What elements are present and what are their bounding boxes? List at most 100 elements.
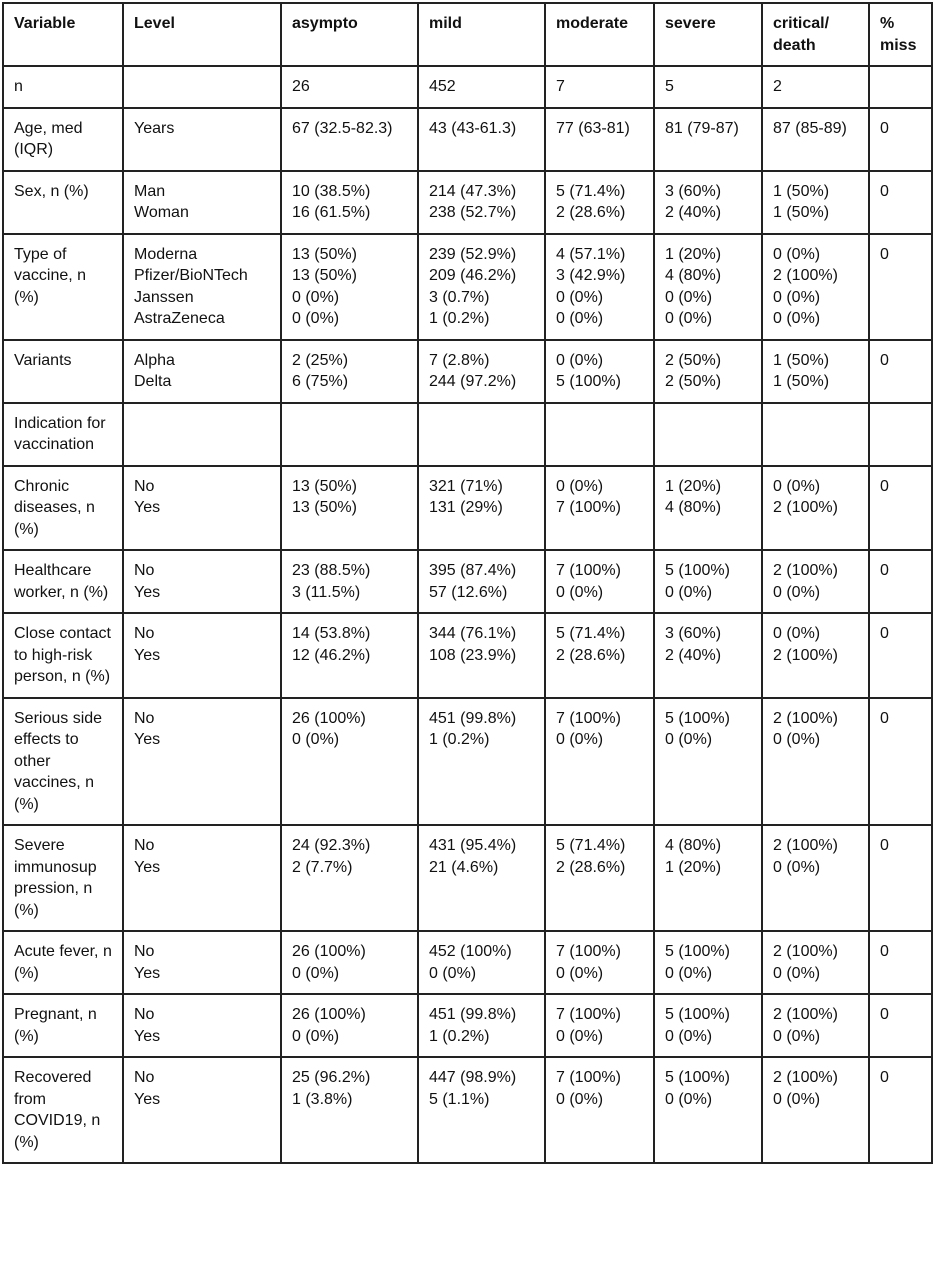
level-cell: Years: [122, 106, 282, 172]
cell-line: 1 (20%): [665, 477, 722, 495]
cell-line: 21 (4.6%): [429, 858, 499, 876]
cell-line: 2 (100%): [773, 1069, 838, 1086]
cell-line: 57 (12.6%): [429, 583, 508, 601]
severe-cell: 5 (100%) 0 (0%): [653, 993, 763, 1058]
table-row: Healthcare worker, n (%) No Yes 23 (88.5%) 3…: [2, 549, 933, 614]
cell-line: 16 (61.5%): [292, 204, 371, 221]
cell-line: 451 (99.8%): [429, 709, 517, 727]
cell-line: 26 (100%): [292, 1006, 366, 1023]
variable-cell: Recovered from COVID19, n (%): [2, 1056, 124, 1164]
cell-line: 77 (63-81): [556, 119, 630, 137]
cell-line: 2: [773, 78, 782, 95]
severe-cell: 5 (100%) 0 (0%): [653, 1056, 763, 1164]
miss-cell: 0: [868, 1056, 933, 1164]
table-row: Age, med (IQR) Years 67 (32.5-82.3) 43 (43-…: [2, 106, 933, 172]
table-header: Variable Level asympto mild moderate severe cr…: [2, 2, 933, 67]
cell-line: 0 (0%): [292, 310, 340, 327]
variable-cell: Healthcare worker, n (%): [2, 549, 124, 614]
cell-line: No: [134, 943, 155, 960]
cell-line: 0 (0%): [556, 1090, 604, 1108]
cell-line: 0 (0%): [773, 625, 821, 642]
cell-line: 2 (100%): [773, 499, 838, 516]
critical-cell: [761, 401, 870, 467]
asympto-cell: 2 (25%) 6 (75%): [280, 338, 419, 404]
cell-line: Alpha: [134, 351, 175, 369]
cell-line: 7 (100%): [556, 499, 621, 516]
miss-cell: 0: [868, 824, 933, 932]
severe-cell: 3 (60%) 2 (40%): [653, 169, 763, 235]
cell-line: 0 (0%): [556, 288, 604, 306]
cell-line: 2 (28.6%): [556, 646, 626, 664]
table-body: n 26 452 7 5 2 Age, med (IQR) Years 67 (32.5-82…: [2, 65, 933, 1164]
variable-cell: Acute fever, n (%): [2, 930, 124, 995]
cell-line: Pfizer/BioNTech: [134, 267, 248, 284]
cell-line: 0 (0%): [556, 351, 604, 369]
cell-line: 87 (85-89): [773, 119, 847, 137]
miss-cell: 0: [868, 338, 933, 404]
asympto-cell: 26 (100%) 0 (0%): [280, 696, 419, 826]
cell-line: No: [134, 625, 155, 642]
moderate-cell: 7 (100%) 0 (0%): [544, 993, 655, 1058]
variable-cell: Serious side effects to other vaccines, …: [2, 696, 124, 826]
cell-line: 2 (50%): [665, 373, 722, 390]
moderate-cell: 5 (71.4%) 2 (28.6%): [544, 824, 655, 932]
level-cell: [122, 65, 282, 109]
cell-line: 108 (23.9%): [429, 646, 517, 664]
cell-line: No: [134, 837, 155, 854]
cell-line: 0 (0%): [773, 477, 821, 495]
critical-cell: 2 (100%) 0 (0%): [761, 824, 870, 932]
cell-line: 7 (100%): [556, 1006, 621, 1023]
severe-cell: 5: [653, 65, 763, 109]
critical-cell: 87 (85-89): [761, 106, 870, 172]
cell-line: 13 (50%): [292, 267, 357, 284]
cell-line: 0 (0%): [665, 288, 713, 306]
severe-cell: 4 (80%) 1 (20%): [653, 824, 763, 932]
cell-line: 5 (71.4%): [556, 182, 626, 200]
moderate-cell: 7 (100%) 0 (0%): [544, 1056, 655, 1164]
moderate-cell: 7: [544, 65, 655, 109]
critical-cell: 2 (100%) 0 (0%): [761, 930, 870, 995]
cell-line: Janssen: [134, 288, 194, 306]
cell-line: 447 (98.9%): [429, 1069, 517, 1086]
cell-line: 0 (0%): [665, 310, 713, 327]
cell-line: 1 (20%): [665, 245, 722, 263]
critical-cell: 0 (0%) 2 (100%) 0 (0%) 0 (0%): [761, 232, 870, 341]
cell-line: 26 (100%): [292, 943, 366, 960]
critical-cell: 2 (100%) 0 (0%): [761, 993, 870, 1058]
cell-line: Woman: [134, 204, 189, 221]
cell-line: 2 (100%): [773, 709, 838, 727]
cell-line: 7 (100%): [556, 1069, 621, 1086]
moderate-cell: 77 (63-81): [544, 106, 655, 172]
mild-cell: 452 (100%) 0 (0%): [417, 930, 546, 995]
table-row: Severe immunosup pression, n (%) No Yes 24 …: [2, 824, 933, 932]
cell-line: No: [134, 1006, 155, 1023]
asympto-cell: 10 (38.5%) 16 (61.5%): [280, 169, 419, 235]
cell-line: 4 (80%): [665, 837, 722, 854]
asympto-cell: 13 (50%) 13 (50%) 0 (0%) 0 (0%): [280, 232, 419, 341]
mild-cell: 321 (71%) 131 (29%): [417, 464, 546, 551]
table-row: n 26 452 7 5 2: [2, 65, 933, 109]
asympto-cell: 26 (100%) 0 (0%): [280, 930, 419, 995]
cell-line: 4 (57.1%): [556, 245, 626, 263]
critical-cell: 2 (100%) 0 (0%): [761, 1056, 870, 1164]
moderate-cell: 7 (100%) 0 (0%): [544, 930, 655, 995]
data-table: Variable Level asympto mild moderate severe cr…: [2, 2, 933, 1164]
cell-line: 2 (28.6%): [556, 204, 626, 221]
mild-cell: 344 (76.1%) 108 (23.9%): [417, 612, 546, 699]
mild-cell: 431 (95.4%) 21 (4.6%): [417, 824, 546, 932]
cell-line: 13 (50%): [292, 499, 357, 516]
table-row: Type of vaccine, n (%) Moderna Pfizer/BioN…: [2, 232, 933, 341]
variable-cell: Type of vaccine, n (%): [2, 232, 124, 341]
header-mild: mild: [417, 2, 546, 67]
miss-cell: 0: [868, 106, 933, 172]
cell-line: 67 (32.5-82.3): [292, 119, 393, 137]
cell-line: Man: [134, 182, 166, 200]
cell-line: 0 (0%): [556, 477, 604, 495]
mild-cell: 451 (99.8%) 1 (0.2%): [417, 696, 546, 826]
table-row: Sex, n (%) Man Woman 10 (38.5%) 16 (61.5%) 21…: [2, 169, 933, 235]
mild-cell: 447 (98.9%) 5 (1.1%): [417, 1056, 546, 1164]
cell-line: 2 (40%): [665, 646, 722, 664]
cell-line: 1 (50%): [773, 204, 830, 221]
miss-cell: 0: [868, 696, 933, 826]
mild-cell: 452: [417, 65, 546, 109]
